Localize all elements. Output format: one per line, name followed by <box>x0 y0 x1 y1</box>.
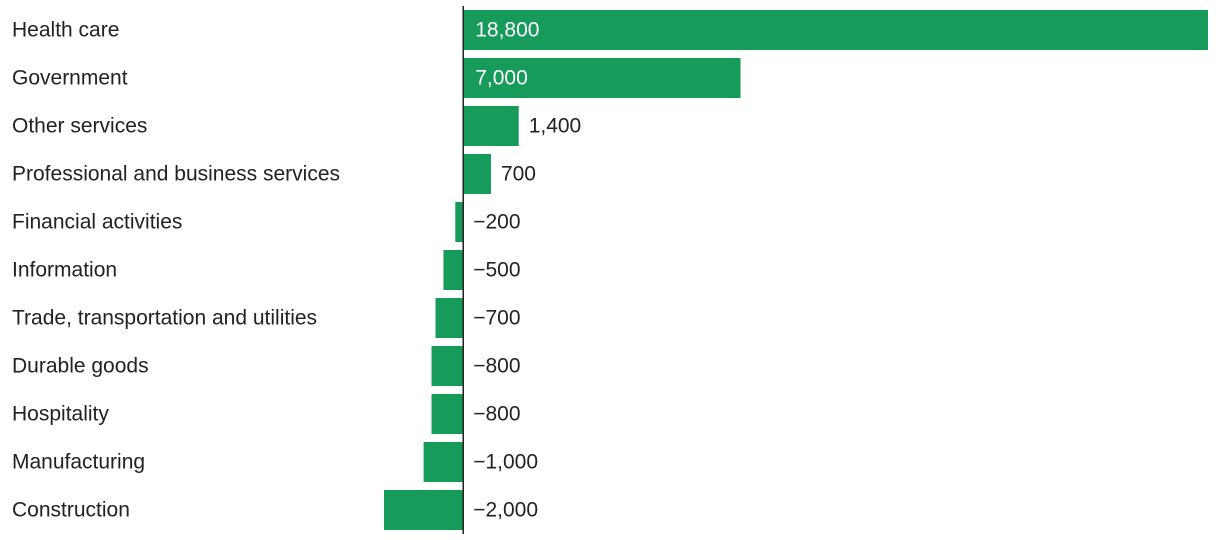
bar-health-care <box>463 10 1209 50</box>
category-label-professional-and-business-services: Professional and business services <box>12 163 340 186</box>
value-label-durable-goods: −800 <box>473 355 520 378</box>
category-label-health-care: Health care <box>12 19 119 42</box>
value-label-construction: −2,000 <box>473 499 538 522</box>
category-label-manufacturing: Manufacturing <box>12 451 145 474</box>
category-label-trade-transportation-and-utilities: Trade, transportation and utilities <box>12 307 317 330</box>
value-label-trade-transportation-and-utilities: −700 <box>473 307 520 330</box>
bar-manufacturing <box>423 442 464 482</box>
bar-hospitality <box>431 394 464 434</box>
bar-government <box>463 58 741 98</box>
bar-other-services <box>463 106 519 146</box>
bar-information <box>443 250 464 290</box>
bar-trade-transportation-and-utilities <box>435 298 464 338</box>
bars-group <box>384 10 1209 530</box>
value-label-professional-and-business-services: 700 <box>501 163 536 186</box>
value-label-manufacturing: −1,000 <box>473 451 538 474</box>
bar-professional-and-business-services <box>463 154 491 194</box>
category-label-durable-goods: Durable goods <box>12 355 149 378</box>
category-label-information: Information <box>12 259 117 282</box>
value-label-health-care: 18,800 <box>475 19 539 42</box>
bar-durable-goods <box>431 346 464 386</box>
value-label-financial-activities: −200 <box>473 211 520 234</box>
labels-group: Health care 18,800 Government 7,000 Other se… <box>12 19 581 522</box>
category-label-hospitality: Hospitality <box>12 403 109 426</box>
category-label-construction: Construction <box>12 499 130 522</box>
value-label-government: 7,000 <box>475 67 528 90</box>
category-label-financial-activities: Financial activities <box>12 211 182 234</box>
value-label-other-services: 1,400 <box>529 115 582 138</box>
category-label-government: Government <box>12 67 128 90</box>
bar-construction <box>384 490 464 530</box>
value-label-hospitality: −800 <box>473 403 520 426</box>
bar-financial-activities <box>455 202 464 242</box>
value-label-information: −500 <box>473 259 520 282</box>
category-label-other-services: Other services <box>12 115 147 138</box>
